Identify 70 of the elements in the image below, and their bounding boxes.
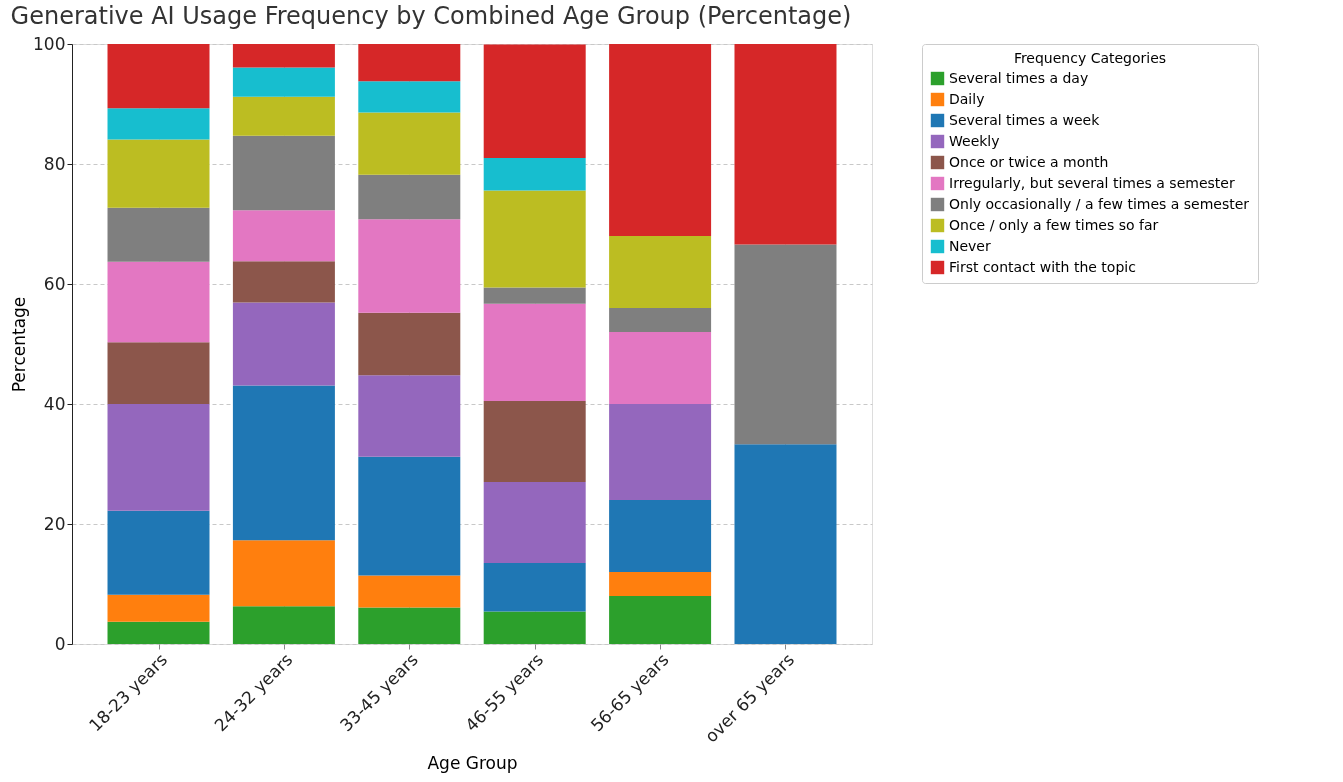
bar bbox=[107, 108, 210, 140]
y-tick-label: 60 bbox=[43, 273, 66, 294]
y-tick-label: 80 bbox=[43, 153, 66, 174]
bar bbox=[734, 44, 837, 245]
bar bbox=[358, 219, 461, 313]
bar bbox=[609, 44, 712, 236]
bar bbox=[483, 482, 586, 563]
bar bbox=[483, 287, 586, 304]
bar bbox=[609, 308, 712, 332]
legend-label: Several times a week bbox=[949, 111, 1101, 128]
y-tick-label: 0 bbox=[54, 633, 66, 654]
bar bbox=[107, 594, 210, 622]
bar bbox=[358, 174, 461, 220]
bar bbox=[609, 236, 712, 308]
bar bbox=[358, 312, 461, 376]
bar bbox=[107, 261, 210, 343]
bar bbox=[358, 44, 461, 82]
bar bbox=[232, 540, 335, 607]
bar bbox=[232, 210, 335, 262]
bar bbox=[609, 500, 712, 572]
y-tick-label: 40 bbox=[43, 393, 66, 414]
bar bbox=[609, 572, 712, 596]
bar bbox=[232, 385, 335, 541]
bar bbox=[358, 456, 461, 576]
y-tick-label: 100 bbox=[33, 33, 66, 54]
legend-title: Frequency Categories bbox=[1013, 50, 1167, 66]
bar bbox=[232, 135, 335, 211]
bar bbox=[232, 96, 335, 136]
bar bbox=[232, 67, 335, 97]
bar bbox=[232, 606, 335, 644]
bar bbox=[232, 302, 335, 386]
bar bbox=[734, 244, 837, 445]
y-axis-title: Percentage bbox=[9, 296, 30, 393]
bar bbox=[609, 404, 712, 500]
legend-label: Never bbox=[949, 237, 991, 254]
bar bbox=[358, 575, 461, 608]
bar bbox=[232, 44, 335, 68]
bar bbox=[107, 207, 210, 262]
x-axis-title: Age Group bbox=[427, 752, 518, 773]
bar bbox=[609, 332, 712, 404]
bar bbox=[483, 158, 586, 191]
bar bbox=[107, 139, 210, 208]
bar bbox=[483, 303, 586, 401]
bar bbox=[609, 596, 712, 644]
bar bbox=[358, 81, 461, 113]
legend-label: First contact with the topic bbox=[949, 258, 1136, 275]
legend-label: Only occasionally / a few times a semester bbox=[949, 195, 1250, 212]
bar bbox=[483, 190, 586, 288]
bar bbox=[107, 621, 210, 644]
legend-label: Daily bbox=[949, 90, 985, 107]
legend-label: Once or twice a month bbox=[949, 153, 1109, 170]
legend-label: Several times a day bbox=[949, 69, 1089, 86]
legend-label: Once / only a few times so far bbox=[949, 216, 1159, 233]
chart-title: Generative AI Usage Frequency by Combined Age Group (Percentage) bbox=[10, 2, 852, 30]
legend-label: Irregularly, but several times a semester bbox=[949, 174, 1235, 191]
bar bbox=[734, 444, 837, 644]
bar bbox=[358, 112, 461, 175]
bar bbox=[107, 510, 210, 595]
bar bbox=[107, 44, 210, 109]
bar bbox=[107, 342, 210, 404]
y-tick-label: 20 bbox=[43, 513, 66, 534]
bar bbox=[358, 607, 461, 644]
bar bbox=[358, 375, 461, 457]
bar bbox=[232, 261, 335, 303]
bar bbox=[107, 404, 210, 511]
bar bbox=[483, 611, 586, 644]
legend-label: Weekly bbox=[949, 132, 1000, 149]
bar bbox=[483, 401, 586, 482]
bar bbox=[483, 44, 586, 158]
bar bbox=[483, 563, 586, 612]
